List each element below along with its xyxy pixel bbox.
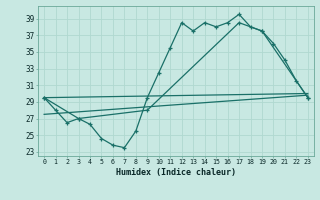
X-axis label: Humidex (Indice chaleur): Humidex (Indice chaleur) xyxy=(116,168,236,177)
